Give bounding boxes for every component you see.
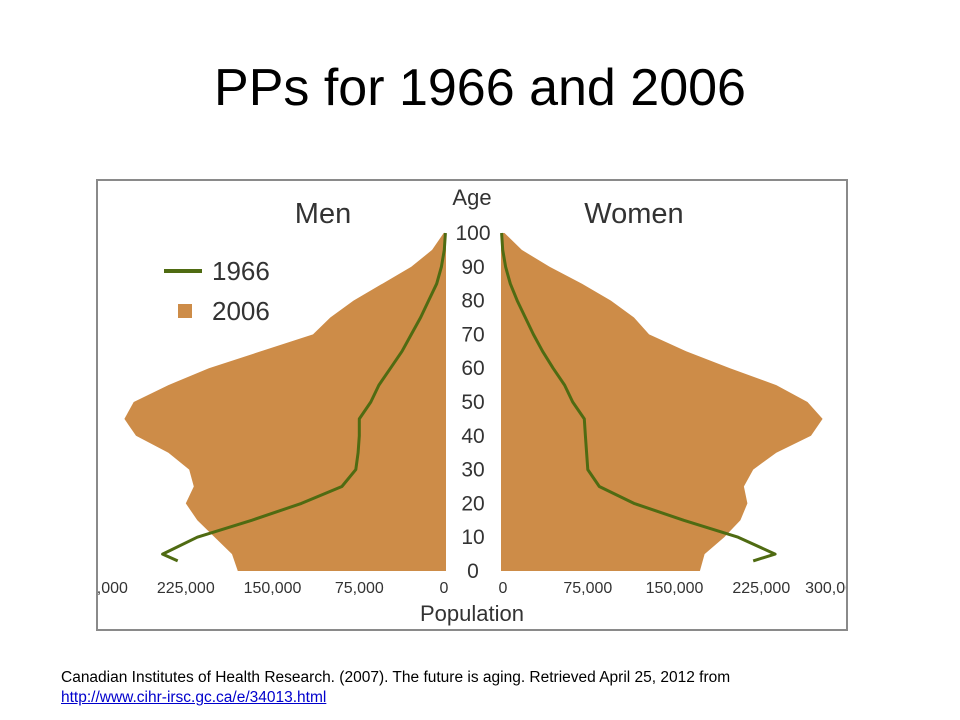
citation-text: Canadian Institutes of Health Research. … (61, 669, 731, 686)
population-tick-label: 0 (440, 580, 449, 597)
population-tick-label: 300,000 (98, 580, 128, 597)
population-tick-label: 225,000 (732, 580, 790, 597)
legend-1966-label: 1966 (212, 256, 270, 286)
women-1966-line (500, 232, 777, 563)
age-tick-label: 50 (461, 391, 484, 414)
population-pyramid-chart: Men Women Age Population 1966 2006 0 10 20 3… (98, 185, 846, 626)
age-tick-label: 20 (461, 492, 484, 515)
men-subtitle: Men (295, 198, 351, 230)
age-tick-label: 60 (461, 357, 484, 380)
men-2006-area (124, 233, 447, 571)
age-tick-label: 80 (461, 290, 484, 313)
population-tick-label: 300,000 (805, 580, 846, 597)
age-tick-label: 10 (461, 526, 484, 549)
age-axis-label: Age (452, 185, 491, 210)
age-tick-label: 30 (461, 459, 484, 482)
women-subtitle: Women (584, 198, 683, 230)
line-layer (161, 232, 777, 563)
age-tick-label: 0 (467, 560, 479, 583)
legend-2006-label: 2006 (212, 296, 270, 326)
population-tick-label: 75,000 (563, 580, 612, 597)
legend: 1966 2006 (164, 256, 270, 326)
citation-link[interactable]: http://www.cihr-irsc.gc.ca/e/34013.html (61, 689, 327, 706)
age-tick-label: 90 (461, 256, 484, 279)
age-tick-label: 70 (461, 323, 484, 346)
population-tick-label: 150,000 (244, 580, 302, 597)
tick-layer: 0 10 20 30 40 50 60 70 80 90 100 300,000 225,000 150,… (98, 222, 846, 597)
population-tick-label: 225,000 (157, 580, 215, 597)
legend-2006-swatch (178, 304, 192, 318)
population-tick-label: 0 (499, 580, 508, 597)
population-axis-label: Population (420, 601, 524, 626)
area-layer (124, 233, 823, 571)
population-pyramid-frame: Men Women Age Population 1966 2006 0 10 20 3… (96, 179, 848, 631)
population-tick-label: 150,000 (646, 580, 704, 597)
label-layer: Men Women Age Population (295, 185, 684, 626)
age-tick-label: 100 (455, 222, 490, 245)
citation: Canadian Institutes of Health Research. … (61, 668, 941, 708)
men-1966-line (161, 232, 447, 563)
slide-title: PPs for 1966 and 2006 (214, 59, 746, 117)
age-tick-label: 40 (461, 425, 484, 448)
population-tick-label: 75,000 (335, 580, 384, 597)
women-2006-area (501, 233, 823, 571)
